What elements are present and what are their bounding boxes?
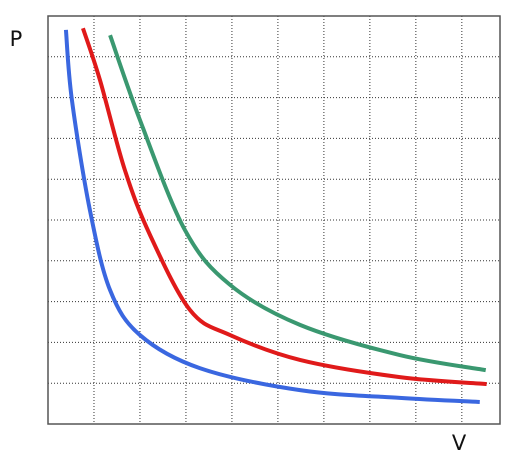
plot-frame [47, 15, 501, 425]
line-series [81, 27, 487, 387]
lines [63, 27, 487, 404]
x-axis-label: V [452, 431, 467, 455]
line-series [108, 34, 487, 373]
line-series [63, 29, 480, 404]
y-axis-label: P [10, 27, 23, 51]
grid [48, 16, 500, 424]
